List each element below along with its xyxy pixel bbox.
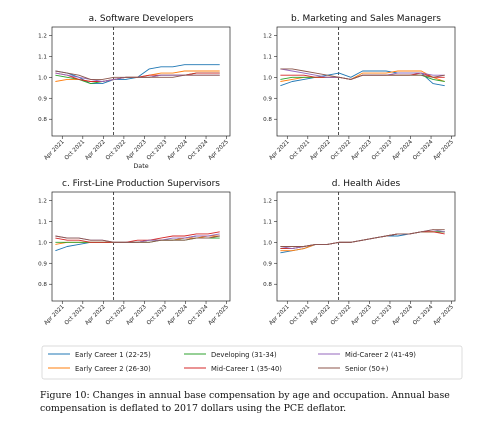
x-tick-label: Apr 2022 [84,139,106,161]
x-tick-label: Apr 2023 [125,139,148,162]
y-tick-label: 1.2 [38,198,47,204]
series-line [55,64,220,85]
x-tick-label: Apr 2022 [309,304,331,326]
legend-frame [41,345,463,380]
x-tick-label: Oct 2021 [64,139,87,162]
x-tick-label: Apr 2023 [125,304,148,327]
x-tick-label: Apr 2025 [208,139,231,162]
y-tick-label: 0.8 [263,282,272,288]
y-tick-label: 1.1 [263,219,272,225]
panel-marketing-sales: b. Marketing and Sales Managers 0.8 0.9 1.0… [263,14,456,162]
x-tick-label: Oct 2021 [289,139,312,162]
series-line [280,229,445,250]
y-tick-label: 0.9 [38,96,47,102]
x-tick-label: Oct 2022 [105,139,127,161]
x-tick-label: Apr 2021 [268,139,291,162]
x-tick-label: Apr 2024 [166,139,189,162]
x-tick-label: Apr 2023 [350,139,373,162]
y-tick-label: 1.1 [38,219,47,225]
x-tick-label: Oct 2024 [412,304,435,327]
legend-label: Senior (50+) [345,365,389,373]
y-tick-label: 1.0 [38,240,47,246]
legend-item: Mid-Career 2 (41-49) [318,351,416,359]
panel-title: d. Health Aides [332,179,401,189]
y-tick-label: 0.8 [38,282,47,288]
x-tick-label: Oct 2022 [105,304,127,326]
x-tick-label: Oct 2023 [146,139,169,162]
y-tick-label: 0.9 [38,261,47,267]
series-line [280,231,445,252]
legend-item: Mid-Career 1 (35-40) [184,365,282,373]
x-tick-label: Oct 2021 [289,304,312,327]
x-tick-label: Apr 2025 [208,304,231,327]
legend-item: Early Career 1 (22-25) [48,351,151,359]
figure-caption: Figure 10: Changes in annual base compen… [40,389,498,415]
y-tick-label: 1.0 [38,75,47,81]
legend-item: Early Career 2 (26-30) [48,365,151,373]
y-tick-label: 0.8 [38,117,47,123]
x-tick-label: Oct 2021 [64,304,87,327]
y-tick-label: 1.2 [38,33,47,39]
y-tick-label: 1.1 [263,54,272,60]
panel-title: b. Marketing and Sales Managers [291,14,441,24]
panel-production-supervisors: c. First-Line Production Supervisors 0.8 0… [38,179,231,327]
series-line [280,68,445,80]
x-tick-label: Apr 2023 [350,304,373,327]
x-tick-label: Apr 2022 [309,139,331,161]
x-tick-label: Oct 2023 [371,304,394,327]
series-line [55,235,220,243]
x-tick-label: Apr 2021 [43,304,66,327]
y-tick-label: 1.0 [263,240,272,246]
legend-label: Mid-Career 1 (35-40) [211,365,282,373]
series-line [280,68,445,80]
y-tick-label: 1.0 [263,75,272,81]
legend-label: Developing (31-34) [211,351,277,359]
x-tick-label: Oct 2024 [412,139,435,162]
x-tick-label: Apr 2024 [166,304,189,327]
caption-text: Figure 10: Changes in annual base compen… [40,390,450,414]
x-tick-label: Oct 2024 [187,304,210,327]
y-tick-label: 0.9 [263,96,272,102]
plot-frame [51,191,231,302]
y-tick-label: 1.2 [263,198,272,204]
legend: Early Career 1 (22-25) Early Career 2 (26… [41,345,463,380]
legend-item: Senior (50+) [318,365,389,373]
legend-label: Mid-Career 2 (41-49) [345,351,416,359]
series-line [55,70,220,80]
series-line [280,72,445,80]
panel-title: a. Software Developers [89,14,194,24]
series-line [280,70,445,82]
x-tick-label: Oct 2024 [187,139,210,162]
panel-title: c. First-Line Production Supervisors [62,179,220,189]
x-tick-label: Apr 2025 [433,304,456,327]
series-line [280,229,445,247]
x-tick-label: Apr 2021 [268,304,291,327]
x-axis-label: Date [133,162,148,170]
plot-frame [51,26,231,137]
y-tick-label: 1.2 [263,33,272,39]
plot-frame [276,26,456,137]
x-tick-label: Oct 2022 [330,139,352,161]
legend-label: Early Career 2 (26-30) [75,365,151,373]
x-tick-label: Oct 2023 [371,139,394,162]
x-tick-label: Apr 2024 [391,139,414,162]
y-tick-label: 0.9 [263,261,272,267]
x-tick-label: Apr 2022 [84,304,106,326]
x-tick-label: Apr 2021 [43,139,66,162]
series-line [55,231,220,243]
x-tick-label: Oct 2022 [330,304,352,326]
legend-label: Early Career 1 (22-25) [75,351,151,359]
series-line [280,231,445,254]
x-tick-label: Oct 2023 [146,304,169,327]
legend-item: Developing (31-34) [184,351,277,359]
series-line [280,74,445,82]
y-tick-label: 1.1 [38,54,47,60]
x-tick-label: Apr 2024 [391,304,414,327]
panel-software-developers: a. Software Developers 0.8 0.9 1.0 1.1 1.2 Apr… [38,14,231,170]
y-tick-label: 0.8 [263,117,272,123]
plot-frame [276,191,456,302]
x-tick-label: Apr 2025 [433,139,456,162]
